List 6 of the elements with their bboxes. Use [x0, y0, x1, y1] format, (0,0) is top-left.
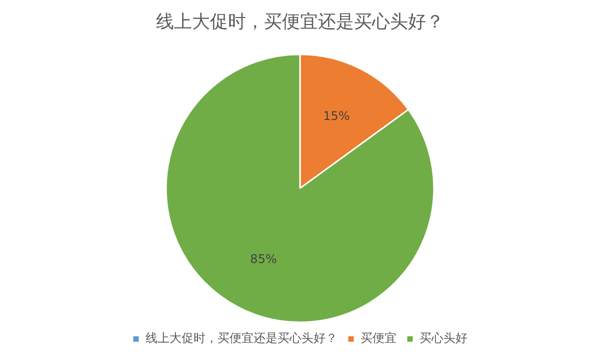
legend-label: 买心头好 — [420, 331, 468, 346]
legend-label: 线上大促时，买便宜还是买心头好？ — [146, 331, 338, 346]
chart-title: 线上大促时，买便宜还是买心头好？ — [156, 11, 444, 32]
data-label: 15% — [323, 108, 350, 123]
legend-label: 买便宜 — [360, 331, 396, 346]
data-label: 85% — [250, 252, 277, 266]
